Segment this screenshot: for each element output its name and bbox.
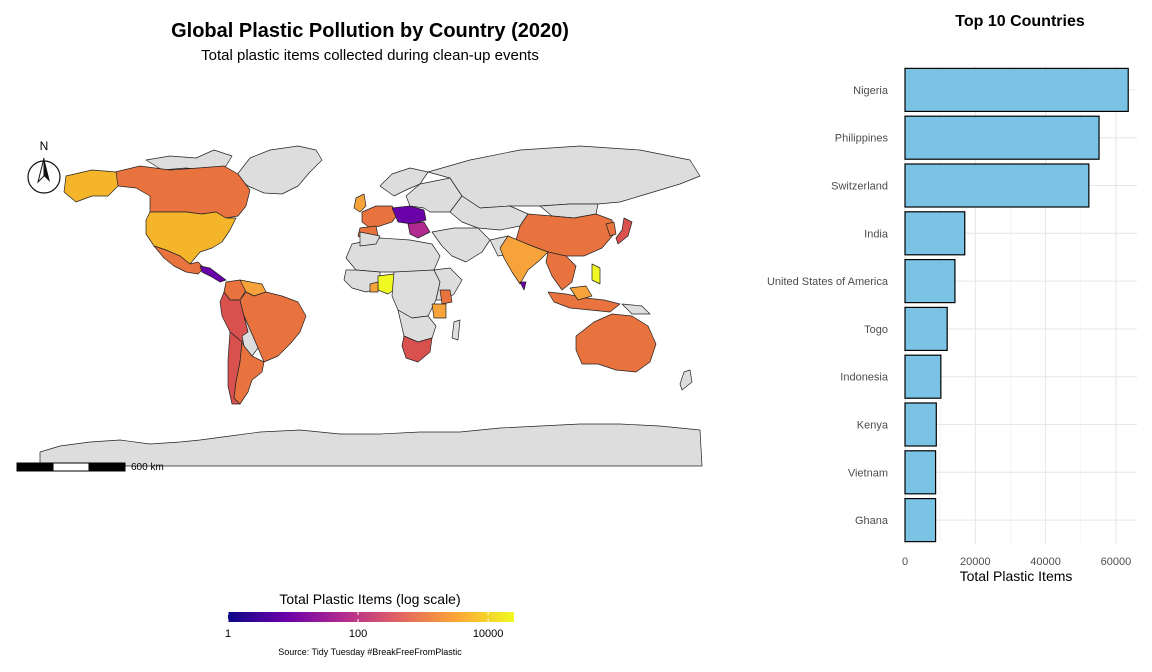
bar	[904, 211, 966, 256]
category-label: Philippines	[835, 133, 889, 145]
map-region-central-america	[199, 265, 227, 283]
legend-colorbar	[228, 612, 514, 622]
source-caption: Source: Tidy Tuesday #BreakFreeFromPlast…	[278, 647, 462, 657]
map-region-greenland	[235, 145, 323, 195]
map-region-morocco-algeria	[359, 231, 381, 247]
map-region-balkans	[407, 221, 431, 239]
map-region-canada	[114, 165, 251, 219]
category-label: Togo	[864, 324, 888, 336]
north-label: N	[40, 139, 49, 153]
x-axis-title: Total Plastic Items	[960, 568, 1073, 584]
x-tick-label: 20000	[960, 556, 991, 568]
world-map	[39, 145, 703, 467]
map-region-madagascar	[451, 319, 461, 341]
bar	[904, 306, 948, 352]
bar	[904, 354, 942, 399]
x-tick-label: 0	[902, 556, 908, 568]
map-region-south-africa	[401, 335, 433, 363]
map-region-japan	[615, 217, 633, 245]
bar	[904, 115, 1100, 160]
legend-ticks: 1 100 10000	[225, 612, 503, 640]
category-label: Vietnam	[848, 467, 888, 479]
bar	[904, 67, 1129, 113]
category-label: Nigeria	[853, 85, 889, 97]
map-region-india	[499, 235, 549, 285]
category-label: Kenya	[857, 420, 889, 432]
north-arrow: N	[27, 139, 61, 194]
color-legend: 1 100 10000	[225, 612, 514, 640]
scale-bar-label: 600 km	[131, 462, 164, 473]
map-title: Global Plastic Pollution by Country (202…	[171, 20, 569, 42]
category-label: India	[864, 228, 889, 240]
map-region-argentina	[233, 341, 265, 405]
map-region-ghana-togo	[369, 281, 379, 293]
map-region-alaska	[63, 169, 119, 203]
x-tick-label: 40000	[1030, 556, 1061, 568]
map-region-australia	[575, 313, 657, 373]
bar	[904, 497, 937, 543]
map-region-switzerland-area	[391, 205, 427, 225]
map-region-usa	[145, 211, 237, 265]
map-region-west-europe	[361, 205, 399, 229]
legend-tick-label: 1	[225, 628, 231, 640]
map-region-kenya	[439, 289, 453, 305]
map-region-sri-lanka	[519, 281, 527, 291]
x-tick-label: 60000	[1101, 556, 1132, 568]
bar-chart: Nigeria Philippines Switzerland India United…	[767, 66, 1137, 584]
map-subtitle: Total plastic items collected during cle…	[201, 47, 539, 64]
map-region-mainland-se-asia	[545, 251, 577, 291]
bar	[904, 402, 937, 447]
bar	[904, 163, 1090, 208]
legend-title: Total Plastic Items (log scale)	[279, 591, 461, 607]
bar-chart-title: Top 10 Countries	[955, 13, 1085, 30]
map-region-europe-north	[379, 167, 429, 197]
map-region-papua	[621, 303, 651, 315]
legend-tick-label: 100	[349, 628, 367, 640]
map-region-antarctica	[39, 423, 703, 467]
category-label: United States of America	[767, 276, 889, 288]
map-region-uk	[353, 193, 367, 213]
map-region-korea	[605, 221, 617, 237]
map-region-new-zealand	[679, 369, 693, 391]
bar	[904, 450, 937, 495]
category-label: Indonesia	[840, 372, 889, 384]
category-label: Ghana	[855, 515, 889, 527]
map-region-philippines	[591, 263, 601, 285]
map-region-russia	[427, 145, 701, 209]
map-region-middle-east	[431, 227, 491, 263]
bar	[904, 258, 956, 304]
map-region-borneo	[569, 285, 593, 301]
scale-bar	[16, 462, 126, 472]
map-region-tanzania	[431, 303, 447, 319]
map-region-central-asia	[449, 195, 529, 231]
category-label: Switzerland	[831, 181, 888, 193]
map-region-arctic-islands	[145, 149, 233, 171]
legend-tick-label: 10000	[473, 628, 504, 640]
